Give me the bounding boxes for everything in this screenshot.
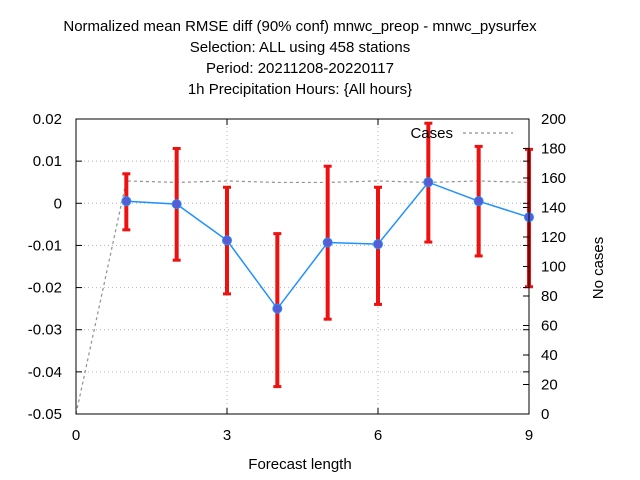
y2-tick-label: 100 [541, 259, 566, 276]
y2-tick-label: 200 [541, 111, 566, 128]
y2-tick-label: 180 [541, 141, 566, 158]
y-tick-label: -0.02 [28, 280, 62, 297]
data-point [272, 303, 283, 314]
y-tick-label: -0.05 [28, 406, 62, 423]
y2-tick-label: 40 [541, 347, 558, 364]
chart-title-line: 1h Precipitation Hours: {All hours} [188, 81, 412, 98]
x-axis-label: Forecast length [248, 456, 351, 473]
y2-tick-label: 120 [541, 229, 566, 246]
y-tick-label: 0.02 [33, 111, 62, 128]
x-tick-label: 9 [525, 427, 533, 444]
y2-tick-label: 140 [541, 200, 566, 217]
y-tick-label: -0.04 [28, 364, 62, 381]
y-tick-label: 0 [54, 195, 62, 212]
data-point [373, 239, 383, 250]
plot-frame [75, 118, 530, 415]
data-point [171, 199, 182, 210]
legend-label: Cases [410, 125, 453, 142]
y2-tick-label: 160 [541, 170, 566, 187]
chart-title-line: Selection: ALL using 458 stations [190, 39, 410, 56]
data-point [473, 196, 484, 207]
x-tick-label: 0 [72, 427, 80, 444]
y-tick-label: -0.01 [28, 237, 62, 254]
chart-title-line: Period: 20211208-20220117 [206, 60, 394, 77]
y-tick-label: -0.03 [28, 322, 62, 339]
x-tick-label: 6 [374, 427, 382, 444]
y2-tick-label: 20 [541, 377, 558, 394]
y2-tick-label: 0 [541, 406, 549, 423]
data-point [423, 177, 434, 188]
data-point [322, 237, 333, 248]
chart-title-line: Normalized mean RMSE diff (90% conf) mnw… [63, 18, 537, 35]
y2-tick-label: 60 [541, 318, 558, 335]
data-point [121, 196, 132, 207]
x-tick-label: 3 [223, 427, 231, 444]
data-point [222, 235, 232, 246]
cases-line [75, 180, 530, 415]
y2-axis-label: No cases [590, 237, 607, 300]
y2-tick-label: 80 [541, 288, 558, 305]
y-tick-label: 0.01 [33, 153, 62, 170]
